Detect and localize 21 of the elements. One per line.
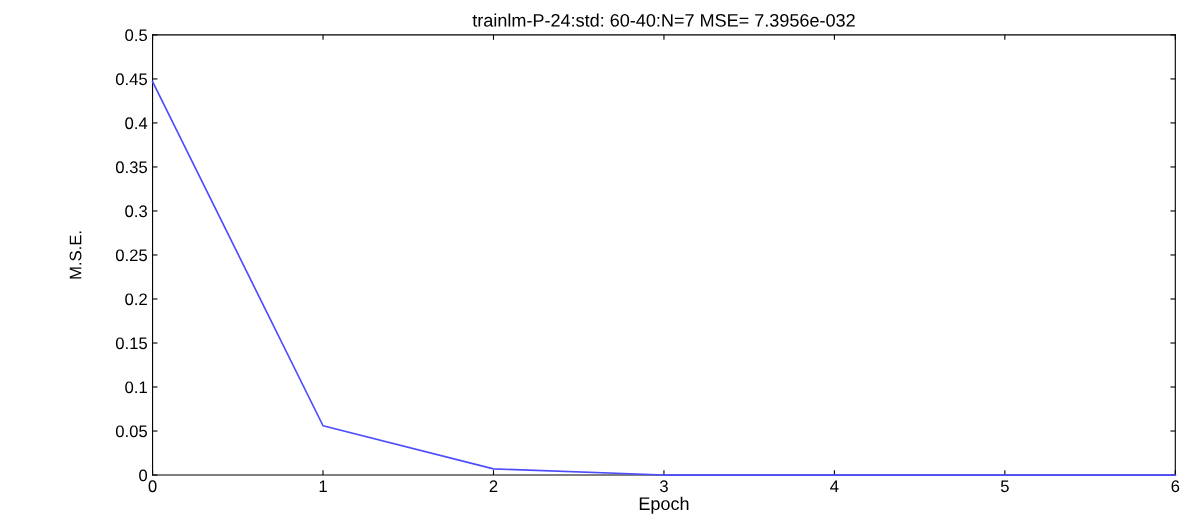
y-tick-label: 0.2 <box>125 293 147 306</box>
y-tick-label: 0.5 <box>125 29 148 42</box>
x-tick-label: 2 <box>489 480 498 492</box>
y-tick-label: 0.3 <box>125 205 147 218</box>
y-tick-label: 0.4 <box>125 117 148 130</box>
y-tick-label: 0.15 <box>115 337 148 350</box>
y-tick-label: 0.05 <box>115 425 148 438</box>
x-tick-label: 1 <box>319 480 327 492</box>
x-tick-label: 0 <box>148 480 157 493</box>
x-tick-label: 5 <box>1000 480 1009 493</box>
y-tick-label: 0.45 <box>115 73 148 86</box>
y-tick-label: 0.1 <box>125 381 147 394</box>
y-tick-label: 0.35 <box>115 161 148 174</box>
x-tick-label: 3 <box>659 480 668 493</box>
x-axis-title: Epoch <box>639 496 689 514</box>
x-tick-label: 4 <box>830 480 839 492</box>
y-axis-title: M.S.E. <box>69 231 82 279</box>
y-tick-label: 0 <box>139 469 148 482</box>
x-tick-label: 6 <box>1171 480 1180 493</box>
y-tick-label: 0.25 <box>115 249 148 262</box>
chart-title: trainlm-P-24:std: 60-40:N=7 MSE= 7.3956e-032 <box>472 13 855 27</box>
